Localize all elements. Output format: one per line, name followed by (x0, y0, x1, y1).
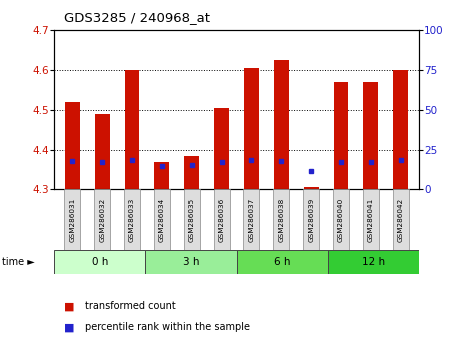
Bar (304, 187, 319, 189)
Bar (184, 189, 200, 250)
Bar (273, 189, 289, 250)
Bar (333, 82, 349, 189)
Text: GSM286040: GSM286040 (338, 198, 344, 241)
Bar (274, 60, 289, 189)
Bar (65, 102, 80, 189)
Text: ■: ■ (64, 301, 74, 311)
Bar (146, 250, 236, 274)
Bar (213, 189, 229, 250)
Text: GSM286034: GSM286034 (159, 198, 165, 241)
Text: GSM286032: GSM286032 (99, 198, 105, 241)
Bar (244, 189, 260, 250)
Text: 0 h: 0 h (92, 257, 108, 267)
Bar (54, 250, 146, 274)
Bar (214, 108, 229, 189)
Text: 3 h: 3 h (183, 257, 199, 267)
Bar (327, 250, 419, 274)
Text: GSM286037: GSM286037 (248, 198, 254, 241)
Text: GSM286031: GSM286031 (70, 198, 75, 241)
Text: ■: ■ (64, 322, 74, 332)
Text: GSM286036: GSM286036 (219, 198, 225, 241)
Bar (363, 189, 379, 250)
Bar (154, 189, 170, 250)
Bar (393, 189, 409, 250)
Text: GDS3285 / 240968_at: GDS3285 / 240968_at (64, 11, 210, 24)
Bar (95, 114, 110, 189)
Text: percentile rank within the sample: percentile rank within the sample (85, 322, 250, 332)
Bar (124, 70, 140, 189)
Bar (236, 250, 327, 274)
Bar (94, 189, 110, 250)
Text: GSM286035: GSM286035 (189, 198, 195, 241)
Bar (244, 68, 259, 189)
Text: 12 h: 12 h (361, 257, 385, 267)
Text: transformed count: transformed count (85, 301, 176, 311)
Bar (124, 189, 140, 250)
Bar (64, 189, 80, 250)
Text: time ►: time ► (2, 257, 35, 267)
Text: GSM286033: GSM286033 (129, 198, 135, 241)
Bar (333, 189, 349, 250)
Text: GSM286041: GSM286041 (368, 198, 374, 241)
Bar (303, 189, 319, 250)
Text: GSM286038: GSM286038 (278, 198, 284, 241)
Text: GSM286039: GSM286039 (308, 198, 314, 241)
Text: 6 h: 6 h (274, 257, 290, 267)
Bar (184, 155, 199, 189)
Bar (393, 70, 408, 189)
Bar (363, 82, 378, 189)
Text: GSM286042: GSM286042 (398, 198, 403, 241)
Bar (154, 161, 169, 189)
